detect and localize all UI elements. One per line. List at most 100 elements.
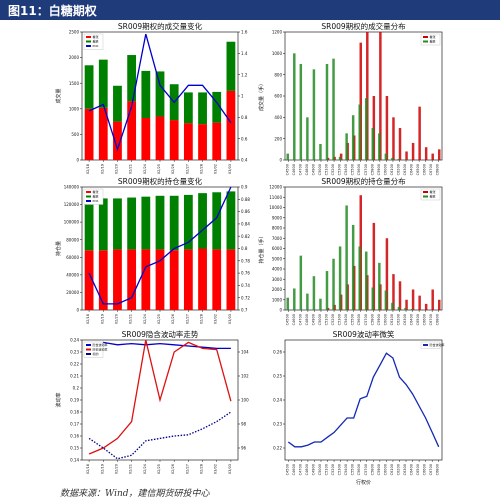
y-axis-label: 波动率 [55,392,62,407]
x-tick-label: 02/26 [171,164,175,174]
bar-看跌 [169,195,179,251]
x-tick-label: C5300 [338,314,342,325]
y2-tick-label: 1 [241,94,244,99]
legend-box [420,341,441,349]
x-tick-label: 02/27 [185,464,189,474]
legend-label: 看涨 [93,189,99,194]
x-tick-label: 02/18 [86,464,90,474]
x-tick-label: 02/28 [200,164,204,174]
bar-看跌 [351,115,355,160]
bar-看涨 [398,281,402,310]
legend-label: 隐含波动率 [430,342,445,347]
legend-swatch [86,191,91,193]
x-tick-label: C5800 [370,464,374,475]
bar-看涨 [84,250,94,310]
bar-看跌 [365,251,368,310]
legend-label: 标的 [93,351,99,356]
y-tick-label: 5000 [272,256,283,261]
y2-tick-label: 100 [241,398,249,403]
x-tick-label: C6100 [390,164,394,175]
bar-看跌 [332,258,335,310]
bar-看跌 [378,262,381,310]
x-tick-label: C4700 [298,314,302,325]
bar-看涨 [392,274,395,310]
x-tick-label: C6600 [423,314,427,325]
legend-label: 看跌 [430,39,436,44]
bar-看涨 [372,222,376,310]
y-tick-label: 100000 [64,220,80,225]
bar-看涨 [127,249,137,310]
bar-看涨 [155,116,165,160]
legend-label: 历史波动率 [93,347,108,352]
x-tick-label: C6000 [383,164,387,175]
x-tick-label: C6300 [403,164,407,175]
bar-看跌 [98,198,108,251]
x-tick-label: 02/24 [143,163,147,174]
y2-tick-label: 0.8 [241,246,248,251]
y-axis-label: 持仓量（手） [258,233,265,263]
y-tick-label: 2500 [69,30,80,35]
legend-swatch [86,45,91,47]
y2-tick-label: 0.86 [241,209,250,214]
legend-swatch [423,40,428,43]
bar-看跌 [358,246,361,310]
y-tick-label: 0.21 [70,374,79,379]
x-tick-label: 02/24 [143,313,147,324]
x-tick-label: C6500 [416,164,420,175]
legend-label: 隐含波动率 [93,342,108,347]
y-tick-label: 7000 [272,236,283,241]
legend-swatch [86,36,91,38]
x-tick-label: C6000 [383,314,387,325]
legend-box [420,33,441,46]
y-tick-label: 0 [76,158,79,163]
bar-看跌 [384,290,388,310]
x-tick-label: C4500 [285,164,289,175]
x-tick-label: 02/20 [114,164,118,174]
y-tick-label: 0.16 [70,434,79,439]
x-tick-label: 03/02 [214,464,218,474]
x-tick-label: C5500 [351,464,355,475]
x-tick-label: C5400 [344,314,348,325]
y-tick-label: 0.25 [273,374,282,379]
y-tick-label: 12000 [269,185,282,190]
bar-看跌 [365,98,368,160]
y-tick-label: 3000 [272,277,283,282]
bar-看跌 [127,55,137,102]
y-tick-label: 400 [274,115,282,120]
y-tick-label: 0 [76,308,79,313]
y-tick-label: 140000 [64,185,80,190]
legend-label: 看涨 [430,189,436,194]
x-axis-label: 行权价 [356,479,371,486]
bar-看跌 [226,191,236,250]
x-tick-label: 02/20 [114,314,118,324]
series-line-隐含波动率 [88,341,231,350]
x-tick-label: 02/20 [114,464,118,474]
x-tick-label: C5600 [357,464,361,475]
bar-看跌 [306,293,309,310]
bar-看跌 [286,297,289,310]
x-tick-label: C4900 [311,164,315,175]
y2-tick-label: 0.6 [241,136,248,141]
x-tick-label: C6400 [410,164,414,175]
x-tick-label: 03/03 [228,164,232,174]
y-axis-label: 成交量（手） [258,81,265,111]
y-tick-label: 4000 [272,267,283,272]
y-tick-label: 1000 [272,51,283,56]
figure-title: 图11：白糖期权 [8,4,97,18]
x-tick-label: C4800 [305,164,309,175]
x-tick-label: 02/18 [86,164,90,174]
x-tick-label: C6800 [436,314,440,325]
bar-看跌 [358,104,361,160]
y-tick-label: 0 [279,158,282,163]
x-tick-label: 02/26 [171,314,175,324]
x-tick-label: C4700 [298,464,302,475]
y2-tick-label: 1.4 [241,51,248,56]
bar-看跌 [293,288,296,310]
chart-title: SR009期权的成交量分布 [321,21,406,31]
y2-tick-label: 0.4 [241,158,248,163]
bar-看涨 [183,123,193,160]
bar-看涨 [418,106,421,160]
y-tick-label: 0.18 [70,410,79,415]
